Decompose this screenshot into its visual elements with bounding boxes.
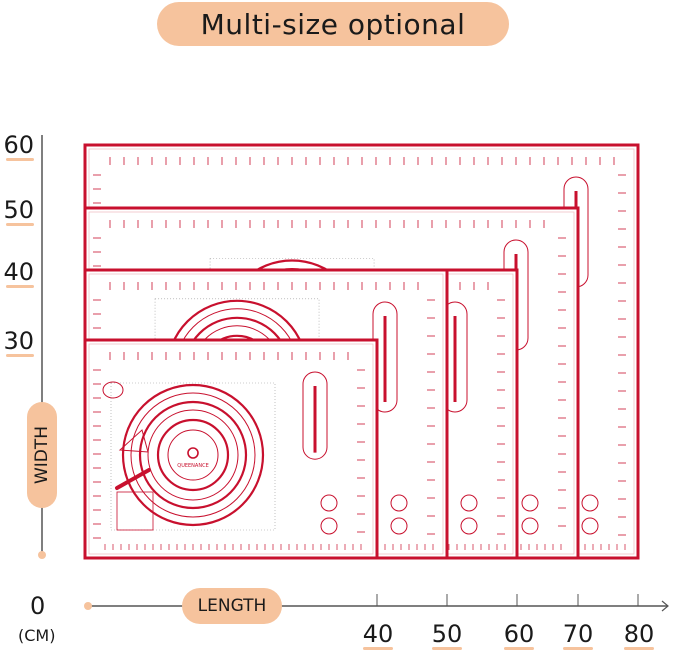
unit-label: (CM) bbox=[18, 626, 56, 645]
pastry-circle bbox=[121, 383, 265, 527]
brand-logo-icon bbox=[187, 447, 199, 459]
y-tick-label: 50 bbox=[0, 197, 34, 226]
y-tick-label: 60 bbox=[0, 132, 34, 161]
mat-inner-border bbox=[88, 343, 374, 555]
pizza-icon bbox=[118, 429, 149, 453]
title-banner: Multi-size optional bbox=[157, 2, 509, 46]
brand-logo: QUEENANCE bbox=[177, 463, 208, 469]
origin-label: 0 bbox=[30, 592, 46, 620]
pastry-circle bbox=[130, 392, 256, 518]
x-tick-label: 60 bbox=[494, 620, 544, 650]
baking-icon bbox=[581, 494, 599, 512]
thermometer-icon bbox=[302, 371, 328, 460]
baking-icon bbox=[521, 517, 539, 535]
length-axis-label: LENGTH bbox=[182, 588, 282, 624]
dotted-guide bbox=[110, 382, 276, 531]
y-tick-label: 40 bbox=[0, 259, 34, 288]
width-axis-label: WIDTH bbox=[27, 402, 57, 508]
x-tick-label: 40 bbox=[353, 620, 403, 650]
pastry-circle bbox=[147, 409, 239, 501]
pastry-circle bbox=[138, 400, 248, 510]
x-tick-label: 50 bbox=[422, 620, 472, 650]
title-text: Multi-size optional bbox=[200, 7, 466, 41]
baking-icon bbox=[320, 494, 338, 512]
x-tick-label: 70 bbox=[553, 620, 603, 650]
pastry-circle bbox=[156, 418, 230, 492]
baking-icon bbox=[320, 517, 338, 535]
x-axis-origin-dot bbox=[84, 602, 92, 610]
baking-icon bbox=[581, 517, 599, 535]
baking-icon bbox=[460, 494, 478, 512]
baking-icon bbox=[390, 517, 408, 535]
y-tick-label: 30 bbox=[0, 328, 34, 357]
conversion-table bbox=[116, 491, 154, 531]
baking-icon bbox=[390, 494, 408, 512]
baking-icon bbox=[521, 494, 539, 512]
x-tick-label: 80 bbox=[614, 620, 664, 650]
rolling-pin-icon bbox=[115, 468, 151, 490]
cake-icon bbox=[102, 381, 124, 399]
pastry-circle bbox=[167, 429, 219, 481]
silicone-mat bbox=[83, 338, 379, 560]
y-axis-origin-dot bbox=[38, 551, 46, 559]
baking-icon bbox=[460, 517, 478, 535]
x-axis-arrow-icon bbox=[661, 600, 669, 612]
